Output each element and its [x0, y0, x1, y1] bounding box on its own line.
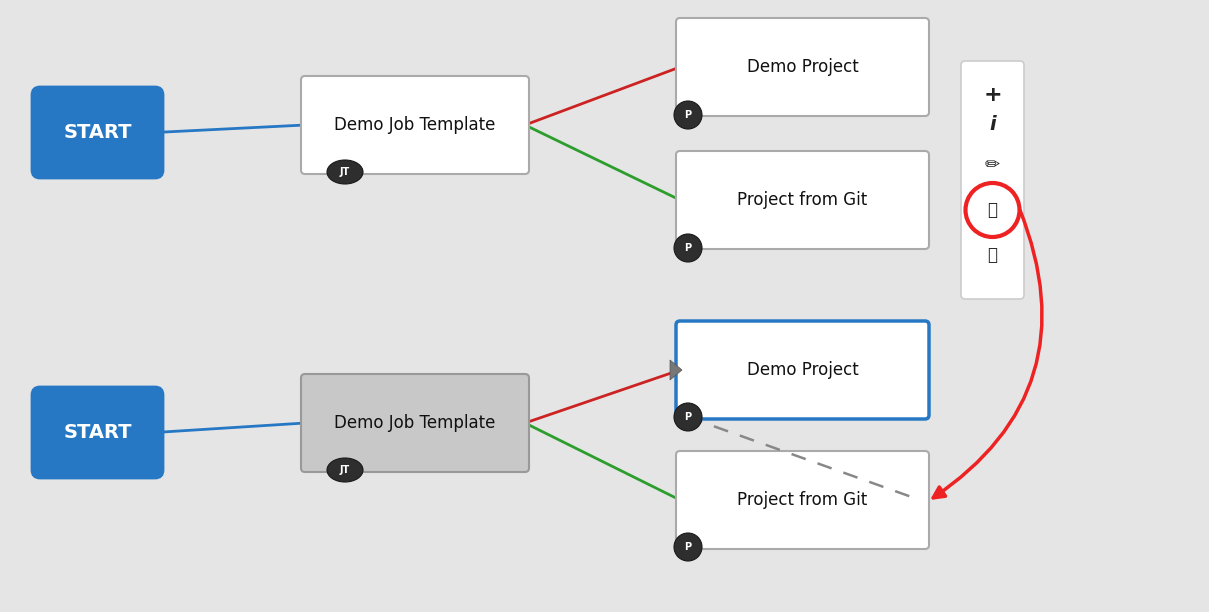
FancyBboxPatch shape: [31, 387, 163, 478]
Text: JT: JT: [340, 465, 351, 475]
FancyBboxPatch shape: [301, 374, 530, 472]
Text: START: START: [63, 423, 132, 442]
FancyBboxPatch shape: [301, 76, 530, 174]
Text: START: START: [63, 123, 132, 142]
Circle shape: [673, 234, 702, 262]
Ellipse shape: [326, 160, 363, 184]
Text: Demo Job Template: Demo Job Template: [335, 116, 496, 134]
Text: ✏: ✏: [985, 156, 1000, 174]
FancyBboxPatch shape: [31, 87, 163, 178]
FancyBboxPatch shape: [676, 18, 929, 116]
Text: P: P: [684, 542, 692, 552]
Text: Project from Git: Project from Git: [737, 191, 868, 209]
Text: Demo Project: Demo Project: [747, 361, 858, 379]
Polygon shape: [670, 360, 682, 380]
Text: 🔗: 🔗: [988, 201, 997, 219]
Circle shape: [673, 101, 702, 129]
FancyBboxPatch shape: [676, 321, 929, 419]
Circle shape: [673, 533, 702, 561]
Text: P: P: [684, 110, 692, 120]
Text: JT: JT: [340, 167, 351, 177]
FancyBboxPatch shape: [676, 451, 929, 549]
FancyBboxPatch shape: [961, 61, 1024, 299]
Text: P: P: [684, 412, 692, 422]
Text: 🗑: 🗑: [988, 246, 997, 264]
Circle shape: [673, 403, 702, 431]
FancyBboxPatch shape: [676, 151, 929, 249]
Text: +: +: [983, 85, 1002, 105]
Text: Demo Project: Demo Project: [747, 58, 858, 76]
Text: Project from Git: Project from Git: [737, 491, 868, 509]
Ellipse shape: [326, 458, 363, 482]
Text: P: P: [684, 243, 692, 253]
Text: i: i: [989, 116, 996, 135]
Text: Demo Job Template: Demo Job Template: [335, 414, 496, 432]
